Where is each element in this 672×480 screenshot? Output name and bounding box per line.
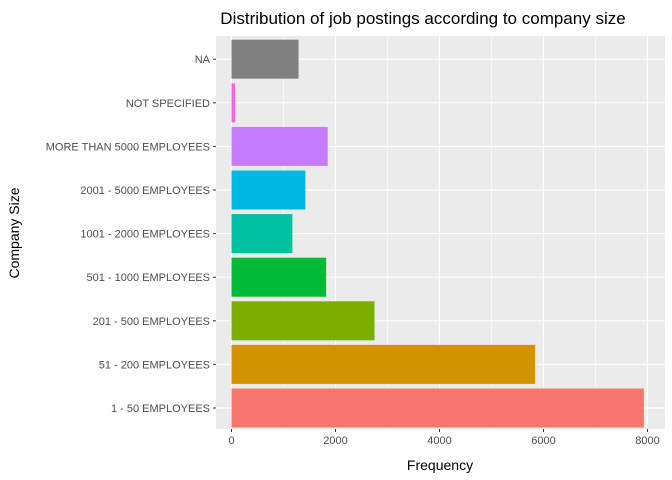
bar bbox=[231, 388, 644, 428]
bar bbox=[231, 257, 327, 297]
y-tick-label: 1 - 50 EMPLOYEES bbox=[111, 403, 210, 415]
bar bbox=[231, 126, 328, 166]
bar bbox=[231, 83, 236, 123]
y-tick-label: 1001 - 2000 EMPLOYEES bbox=[80, 229, 210, 241]
y-tick-label: NA bbox=[195, 54, 211, 66]
y-tick-label: 2001 - 5000 EMPLOYEES bbox=[80, 185, 210, 197]
y-tick-label: MORE THAN 5000 EMPLOYEES bbox=[46, 141, 210, 153]
bars bbox=[231, 39, 644, 428]
y-tick-label: 51 - 200 EMPLOYEES bbox=[99, 359, 210, 371]
x-tick-label: 6000 bbox=[531, 435, 555, 447]
y-tick-label: NOT SPECIFIED bbox=[126, 98, 210, 110]
x-axis-ticks: 0 2000 4000 6000 8000 bbox=[228, 429, 660, 447]
chart-title: Distribution of job postings according t… bbox=[220, 9, 625, 28]
bar bbox=[231, 344, 536, 384]
y-axis-ticks: 1 - 50 EMPLOYEES 51 - 200 EMPLOYEES 201 - … bbox=[46, 54, 216, 415]
bar bbox=[231, 170, 306, 210]
x-axis-title: Frequency bbox=[407, 457, 473, 473]
x-tick-label: 4000 bbox=[427, 435, 451, 447]
y-axis-title: Company Size bbox=[6, 187, 22, 278]
bar bbox=[231, 39, 299, 79]
bar bbox=[231, 214, 293, 254]
x-tick-label: 0 bbox=[228, 435, 234, 447]
x-tick-label: 8000 bbox=[635, 435, 659, 447]
bar bbox=[231, 301, 375, 341]
y-tick-label: 501 - 1000 EMPLOYEES bbox=[86, 272, 210, 284]
y-tick-label: 201 - 500 EMPLOYEES bbox=[93, 316, 210, 328]
x-tick-label: 2000 bbox=[323, 435, 347, 447]
